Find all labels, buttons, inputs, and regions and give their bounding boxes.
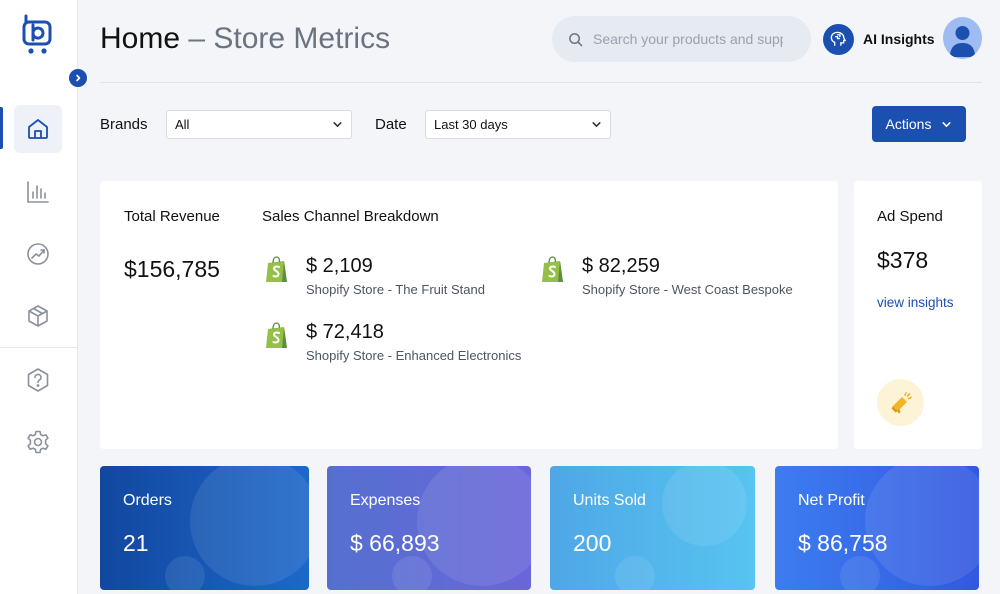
- channel-amount: $ 72,418: [306, 321, 384, 343]
- gear-icon: [27, 430, 49, 454]
- ad-spend-card: Ad Spend $378 view insights: [854, 181, 982, 449]
- sidebar-item-settings[interactable]: [14, 418, 62, 466]
- tile-decoration: [392, 556, 432, 590]
- actions-button[interactable]: Actions: [872, 106, 966, 142]
- sales-channel-breakdown-label: Sales Channel Breakdown: [262, 208, 439, 225]
- units-sold-tile: Units Sold 200: [550, 466, 755, 590]
- channel-store-name: Shopify Store - The Fruit Stand: [306, 282, 485, 297]
- ai-brain-icon: [823, 23, 854, 55]
- megaphone-icon: [877, 379, 924, 426]
- tile-decoration: [190, 466, 309, 586]
- chevron-right-icon: [76, 74, 81, 82]
- page-title: Home – Store Metrics: [100, 22, 390, 56]
- box-icon: [28, 305, 48, 327]
- sidebar-collapse-button[interactable]: [69, 69, 87, 87]
- orders-value: 21: [123, 530, 149, 556]
- channel-amount: $ 82,259: [582, 255, 660, 277]
- expenses-label: Expenses: [350, 492, 421, 509]
- view-insights-link[interactable]: view insights: [877, 295, 954, 310]
- search-icon: [569, 32, 583, 46]
- units-sold-label: Units Sold: [573, 492, 646, 509]
- expenses-value: $ 66,893: [350, 530, 440, 556]
- orders-label: Orders: [123, 492, 172, 509]
- help-icon: [27, 368, 49, 392]
- brand-logo[interactable]: [22, 14, 54, 58]
- sidebar-item-home[interactable]: [14, 105, 62, 153]
- tile-decoration: [417, 466, 531, 586]
- date-select[interactable]: Last 30 days: [425, 110, 611, 139]
- page-title-main: Home: [100, 22, 181, 55]
- tile-decoration: [662, 466, 747, 546]
- brands-label: Brands: [100, 116, 148, 133]
- channel-store-name: Shopify Store - West Coast Bespoke: [582, 282, 793, 297]
- date-label: Date: [375, 116, 407, 133]
- sales-channel-item: $ 72,418 Shopify Store - Enhanced Electr…: [265, 320, 521, 363]
- tile-decoration: [615, 556, 655, 590]
- ad-spend-value: $378: [877, 247, 929, 273]
- nav-active-indicator: [0, 107, 3, 149]
- orders-tile: Orders 21: [100, 466, 309, 590]
- total-revenue-label: Total Revenue: [124, 208, 220, 225]
- net-profit-tile: Net Profit $ 86,758: [775, 466, 979, 590]
- chevron-down-icon: [592, 122, 601, 127]
- sales-channel-item: $ 2,109 Shopify Store - The Fruit Stand: [265, 254, 485, 297]
- user-avatar[interactable]: [943, 17, 982, 59]
- bar-chart-icon: [27, 181, 49, 203]
- search-input[interactable]: [593, 31, 783, 47]
- page-subtitle: – Store Metrics: [180, 22, 391, 55]
- shopify-bag-icon: [542, 256, 563, 282]
- revenue-card: Total Revenue $156,785 Sales Channel Bre…: [100, 181, 838, 449]
- search-bar[interactable]: [552, 16, 811, 62]
- sidebar-item-analytics[interactable]: [14, 168, 62, 216]
- tile-decoration: [840, 556, 880, 590]
- header-divider: [100, 82, 982, 83]
- brands-select-value: All: [175, 117, 190, 132]
- expenses-tile: Expenses $ 66,893: [327, 466, 531, 590]
- home-icon: [28, 119, 48, 139]
- total-revenue-value: $156,785: [124, 256, 220, 282]
- ai-insights-button[interactable]: AI Insights: [823, 23, 935, 55]
- brands-select[interactable]: All: [166, 110, 352, 139]
- net-profit-value: $ 86,758: [798, 530, 888, 556]
- trend-gauge-icon: [27, 243, 49, 265]
- channel-amount: $ 2,109: [306, 255, 373, 277]
- chevron-down-icon: [942, 121, 952, 127]
- actions-button-label: Actions: [885, 116, 932, 132]
- shopify-bag-icon: [266, 256, 287, 282]
- channel-store-name: Shopify Store - Enhanced Electronics: [306, 348, 522, 363]
- date-select-value: Last 30 days: [434, 117, 508, 132]
- units-sold-value: 200: [573, 530, 612, 556]
- user-avatar-icon: [950, 26, 975, 57]
- ad-spend-label: Ad Spend: [877, 208, 943, 225]
- net-profit-label: Net Profit: [798, 492, 865, 509]
- tile-decoration: [865, 466, 979, 586]
- sidebar-item-growth[interactable]: [14, 230, 62, 278]
- sales-channel-item: $ 82,259 Shopify Store - West Coast Besp…: [541, 254, 793, 297]
- sidebar-divider: [0, 347, 78, 348]
- sidebar-item-products[interactable]: [14, 292, 62, 340]
- sidebar: [0, 0, 78, 594]
- chevron-down-icon: [333, 122, 342, 127]
- sidebar-item-help[interactable]: [14, 356, 62, 404]
- tile-decoration: [165, 556, 205, 590]
- shopify-bag-icon: [266, 322, 287, 348]
- ai-insights-label: AI Insights: [863, 31, 935, 47]
